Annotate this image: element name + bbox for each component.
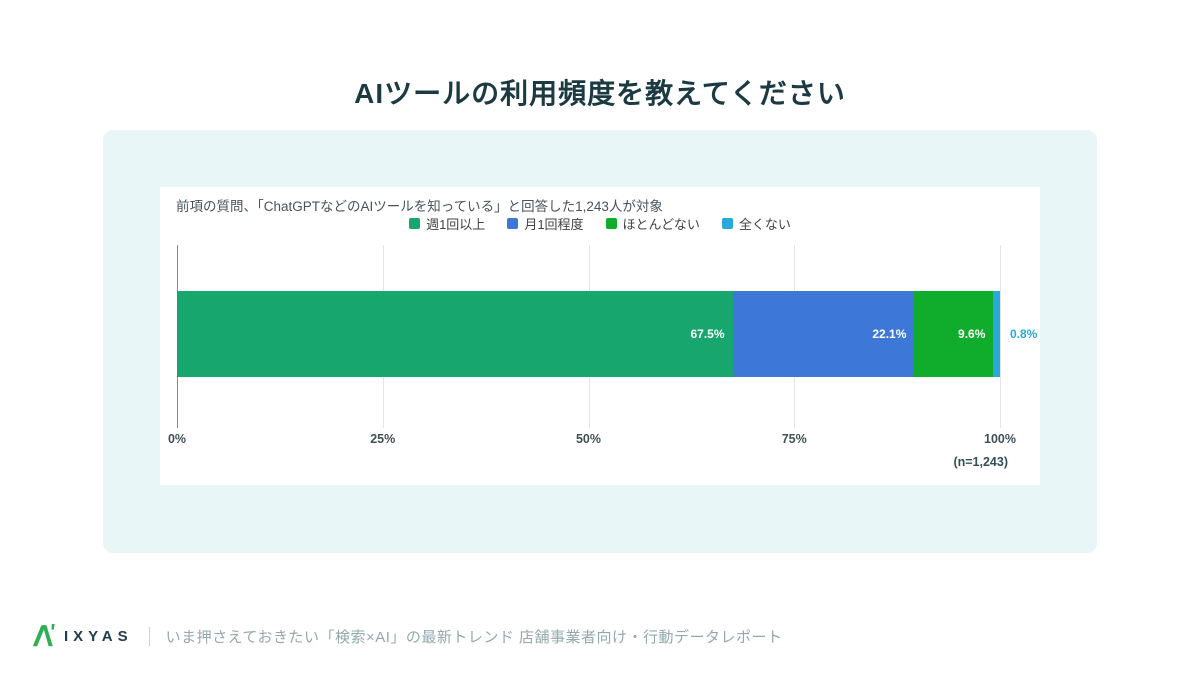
brand-name: IXYAS bbox=[64, 627, 133, 645]
legend-item-1: 週1回以上 bbox=[409, 214, 485, 233]
legend-swatch-icon bbox=[721, 218, 733, 229]
legend-label: 週1回以上 bbox=[426, 217, 486, 232]
x-tick-label: 100% bbox=[984, 432, 1016, 446]
stacked-bar: 67.5% 22.1% 9.6% bbox=[177, 291, 1000, 377]
segment-value-label: 9.6% bbox=[958, 327, 986, 341]
legend-item-2: 月1回程度 bbox=[507, 214, 584, 233]
footer-divider bbox=[148, 626, 150, 646]
page-title: AIツールの利用頻度を教えてください bbox=[354, 78, 846, 109]
legend-label: 全くない bbox=[738, 217, 791, 232]
legend-label: ほとんどない bbox=[622, 217, 700, 232]
bar-segment-2: 22.1% bbox=[732, 291, 915, 377]
legend-swatch-icon bbox=[409, 218, 421, 229]
segment-value-label: 67.5% bbox=[690, 327, 725, 341]
legend-swatch-icon bbox=[507, 218, 519, 229]
footer-report-title: いま押さえておきたい「検索×AI」の最新トレンド 店舗事業者向け・行動データレポ… bbox=[165, 628, 783, 646]
x-tick-label: 75% bbox=[781, 432, 807, 446]
sample-size-note: (n=1,243) bbox=[953, 455, 1008, 469]
segment-value-label-outside: 0.8% bbox=[1010, 327, 1038, 341]
bar-segment-1: 67.5% bbox=[177, 291, 733, 377]
x-tick-label: 25% bbox=[370, 432, 396, 446]
legend-swatch-icon bbox=[605, 218, 617, 229]
plot-area: 67.5% 22.1% 9.6% (n=1,243) 0% 25% 50% 75% 100%… bbox=[168, 245, 1037, 469]
chart-panel: 前項の質問、「ChatGPTなどのAIツールを知っている」と回答した1,243人… bbox=[160, 187, 1040, 485]
footer: IXYAS いま押さえておきたい「検索×AI」の最新トレンド 店舗事業者向け・行… bbox=[30, 619, 783, 653]
bar-segment-3: 9.6% bbox=[914, 291, 994, 377]
x-tick-label: 50% bbox=[575, 432, 602, 446]
x-tick-label: 0% bbox=[167, 432, 187, 446]
ixyas-logo-icon: IXYAS bbox=[30, 622, 133, 650]
legend-item-4: 全くない bbox=[721, 214, 791, 233]
legend-item-3: ほとんどない bbox=[605, 214, 700, 233]
chart-subtitle: 前項の質問、「ChatGPTなどのAIツールを知っている」と回答した1,243人… bbox=[176, 199, 663, 214]
legend-label: 月1回程度 bbox=[524, 217, 584, 232]
gridline bbox=[1000, 245, 1001, 428]
legend: 週1回以上 月1回程度 ほとんどない 全くない bbox=[160, 214, 1040, 233]
chart-card: 前項の質問、「ChatGPTなどのAIツールを知っている」と回答した1,243人… bbox=[103, 130, 1097, 553]
segment-value-label: 22.1% bbox=[872, 327, 907, 341]
bar-segment-4 bbox=[993, 291, 1000, 377]
